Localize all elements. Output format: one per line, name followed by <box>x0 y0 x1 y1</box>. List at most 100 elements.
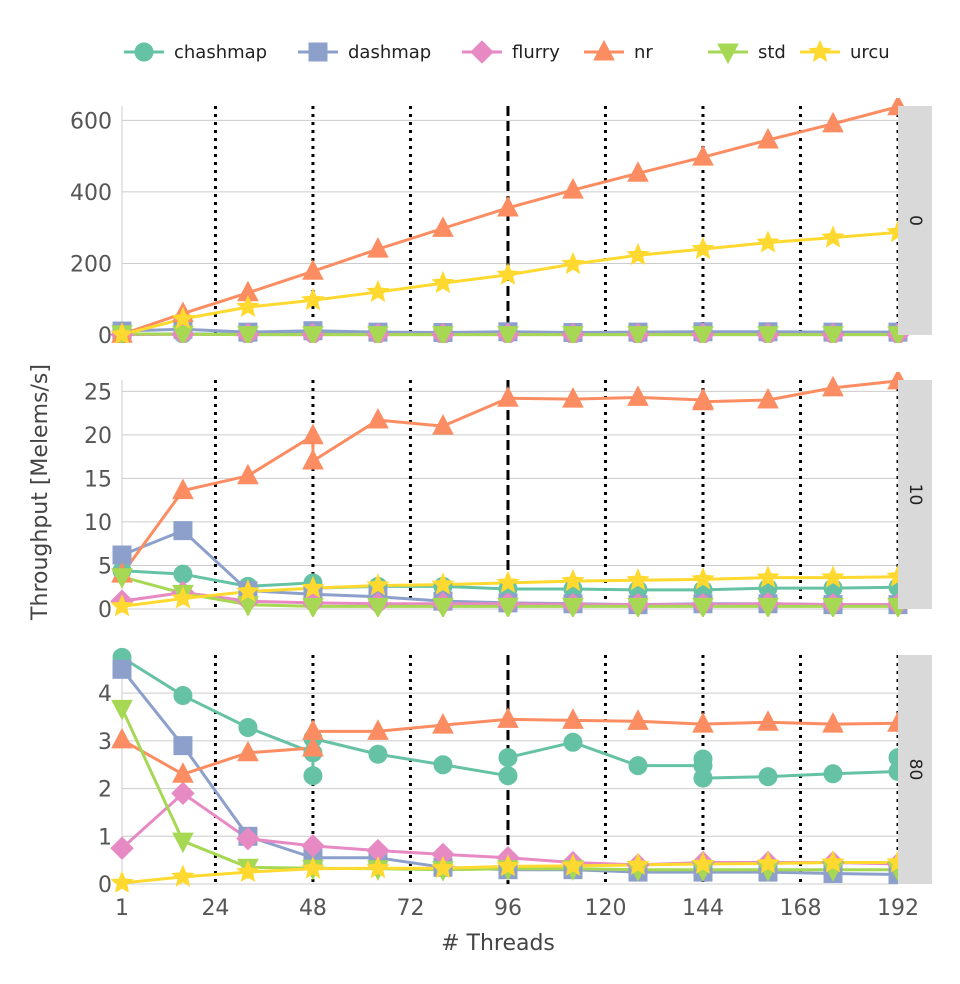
x-tick-label: 168 <box>779 896 821 921</box>
series-line-nr <box>121 717 899 776</box>
data-point-nr <box>562 178 584 199</box>
data-point-urcu <box>496 854 520 877</box>
data-point-std <box>562 597 584 617</box>
data-point-dashmap <box>173 521 193 541</box>
legend-marker-nr <box>593 39 615 61</box>
y-tick-label: 2 <box>98 778 112 803</box>
data-point-nr <box>302 259 324 280</box>
data-point-nr <box>627 385 649 406</box>
facet-strip <box>898 380 932 609</box>
data-point-urcu <box>236 859 260 883</box>
data-point-std <box>432 597 454 617</box>
x-tick-label: 72 <box>396 896 424 921</box>
data-point-std <box>367 326 389 343</box>
legend-marker-chashmap <box>134 42 154 62</box>
facet-strip-label: 10 <box>905 484 925 506</box>
data-point-std <box>302 326 324 343</box>
data-point-dashmap <box>173 736 193 756</box>
data-point-nr <box>562 387 584 408</box>
data-point-urcu <box>626 852 650 875</box>
data-point-nr <box>367 719 389 740</box>
data-point-nr <box>432 713 454 734</box>
y-tick-label: 20 <box>84 424 112 449</box>
legend-marker-flurry <box>470 40 494 64</box>
data-point-std <box>172 832 194 854</box>
data-point-urcu <box>756 851 780 874</box>
data-point-std <box>111 568 133 589</box>
legend-label-urcu: urcu <box>850 42 890 63</box>
data-point-nr <box>237 463 259 485</box>
legend-marker-dashmap <box>308 42 328 62</box>
legend-label-std: std <box>758 42 786 63</box>
facet-strip-label: 80 <box>905 759 925 781</box>
data-point-urcu <box>756 230 780 253</box>
legend-item-nr: nr <box>584 39 653 63</box>
data-point-nr <box>302 448 324 470</box>
data-point-nr <box>432 414 454 435</box>
data-point-urcu <box>496 570 520 593</box>
y-tick-label: 0 <box>98 873 112 898</box>
facet-strip-label: 0 <box>905 215 925 226</box>
data-point-flurry <box>236 826 260 851</box>
data-point-flurry <box>110 836 134 860</box>
legend-item-chashmap: chashmap <box>124 42 267 63</box>
data-point-urcu <box>236 579 260 602</box>
data-point-urcu <box>756 565 780 588</box>
facet-strip <box>898 655 932 884</box>
data-point-urcu <box>561 251 585 275</box>
data-point-nr <box>172 478 194 500</box>
legend-label-chashmap: chashmap <box>174 42 267 63</box>
x-tick-label: 96 <box>494 896 522 921</box>
data-point-urcu <box>691 236 715 260</box>
y-tick-label: 600 <box>70 109 112 134</box>
data-point-nr <box>822 712 844 733</box>
y-tick-label: 1 <box>98 825 112 850</box>
data-point-urcu <box>561 568 585 592</box>
data-point-flurry <box>171 781 195 806</box>
y-tick-label: 5 <box>98 554 112 579</box>
panel-0: 0 200 400 600 0 <box>70 98 932 349</box>
x-tick-label: 144 <box>682 896 724 921</box>
data-point-urcu <box>626 567 650 591</box>
data-point-urcu <box>171 864 195 887</box>
y-tick-label: 0 <box>98 324 112 349</box>
data-point-urcu <box>431 855 455 879</box>
data-point-chashmap <box>368 744 388 764</box>
data-point-chashmap <box>303 766 323 786</box>
facet-strip <box>898 106 932 335</box>
data-point-nr <box>497 195 519 217</box>
legend-item-dashmap: dashmap <box>298 42 431 63</box>
y-tick-label: 25 <box>84 380 112 405</box>
data-point-nr <box>692 389 714 411</box>
data-point-std <box>111 699 133 721</box>
data-point-nr <box>757 127 779 149</box>
data-point-chashmap <box>173 686 193 706</box>
data-point-urcu <box>110 594 134 617</box>
legend-item-flurry: flurry <box>462 40 560 64</box>
x-tick-label: 48 <box>299 896 327 921</box>
data-point-nr <box>757 387 779 409</box>
data-point-urcu <box>301 856 325 879</box>
data-point-urcu <box>366 279 390 303</box>
data-point-nr <box>367 237 389 258</box>
data-point-std <box>757 326 779 343</box>
y-tick-label: 4 <box>98 682 112 707</box>
data-point-urcu <box>431 572 455 595</box>
legend-item-urcu: urcu <box>800 39 890 63</box>
data-point-urcu <box>301 575 325 599</box>
x-tick-label: 1 <box>115 896 129 921</box>
data-point-std <box>822 326 844 343</box>
data-point-urcu <box>236 294 260 318</box>
y-axis-label: Throughput [Melems/s] <box>28 364 53 621</box>
data-point-std <box>627 326 649 343</box>
data-point-nr <box>111 727 133 749</box>
data-point-urcu <box>821 565 845 588</box>
data-point-urcu <box>626 242 650 266</box>
legend-marker-std <box>717 43 739 65</box>
data-point-nr <box>497 707 519 728</box>
data-point-urcu <box>171 586 195 609</box>
data-point-urcu <box>691 567 715 590</box>
x-tick-label: 192 <box>877 896 919 921</box>
data-point-nr <box>822 111 844 133</box>
